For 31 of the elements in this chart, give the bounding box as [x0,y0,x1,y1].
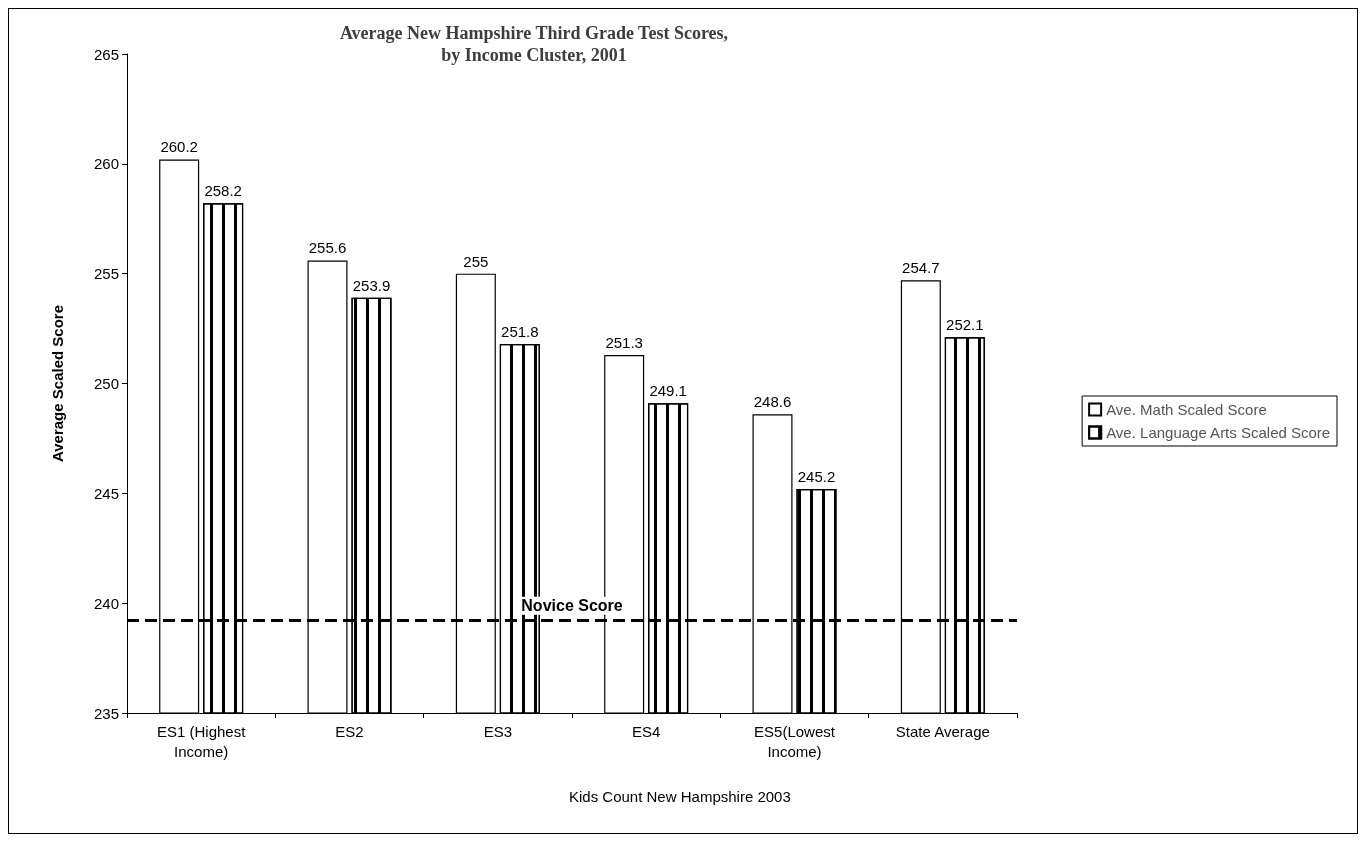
y-axis-title: Average Scaled Score [49,304,66,463]
data-label: 255 [463,252,489,270]
data-label: 258.2 [204,182,242,200]
data-label: 254.7 [902,259,940,277]
x-tick-label: ES5(Lowest Income) [754,722,836,760]
legend-label: Ave. Math Scaled Score [1106,401,1267,418]
data-label: 252.1 [946,316,984,334]
x-tick-label: ES4 [631,722,661,740]
y-tick-label: 235 [93,704,119,722]
data-label: 245.2 [797,467,836,485]
data-label: 253.9 [352,276,391,294]
data-label: 251.8 [501,322,539,340]
x-tick-label: State Average [895,722,990,740]
text: Kids Count New Hampshire 2003 [569,788,791,805]
y-tick-label: 265 [93,45,119,63]
y-tick-label: 250 [93,375,119,392]
legend-label: Ave. Language Arts Scaled Score [1106,424,1331,441]
y-tick-label: 260 [93,155,119,173]
y-tick-label: 240 [93,594,119,612]
x-tick-label: ES3 [483,722,513,740]
chart-title: Average New Hampshire Third Grade Test Scores, by Income Cluster, 2001 [339,23,729,65]
data-label: 249.1 [649,382,687,400]
x-tick-label: ES1 (Highest Income) [156,722,247,760]
ref-line-label: Novice Score [521,597,623,615]
data-label: 255.6 [308,239,347,257]
data-label: 251.3 [605,333,643,351]
y-tick-label: 245 [93,484,119,502]
x-tick-label: ES2 [335,722,364,740]
y-tick-label: 255 [93,265,119,283]
data-label: 260.2 [160,138,198,156]
data-label: 248.6 [753,393,792,411]
